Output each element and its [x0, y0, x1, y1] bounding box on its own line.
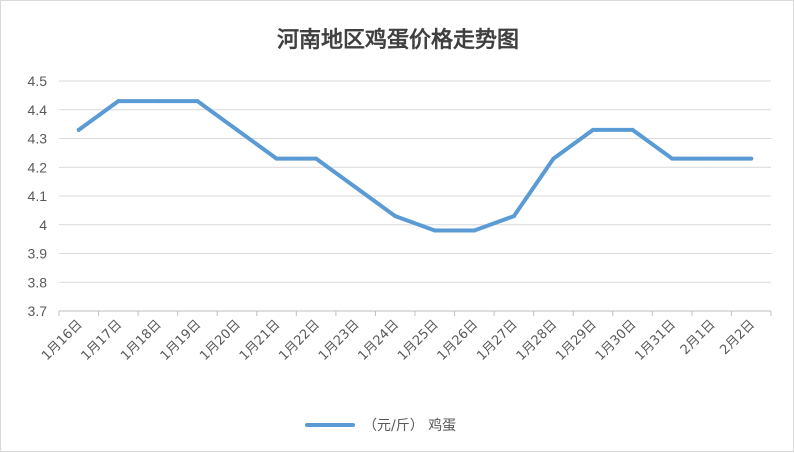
data-point	[155, 99, 160, 104]
y-tick-label: 3.9	[28, 246, 48, 262]
legend-label: （元/斤） 鸡蛋	[363, 417, 456, 434]
x-tick-label: 1月19日	[158, 317, 205, 364]
data-point	[591, 127, 595, 132]
data-point	[630, 127, 635, 132]
x-tick-label: 2月1日	[678, 317, 719, 358]
data-point	[116, 99, 121, 104]
y-tick-label: 4.4	[28, 102, 48, 118]
x-tick-label: 1月16日	[39, 317, 86, 364]
y-tick-label: 4.5	[28, 73, 48, 89]
y-tick-label: 4.2	[28, 159, 48, 175]
y-tick-label: 4	[39, 217, 47, 233]
x-tick-label: 1月22日	[276, 317, 323, 364]
series-line	[76, 99, 754, 233]
data-point	[314, 156, 319, 161]
x-tick-label: 1月25日	[395, 317, 442, 364]
data-point	[353, 185, 358, 190]
series-layer	[76, 99, 754, 233]
gridlines	[58, 80, 772, 316]
x-tick-label: 1月30日	[593, 317, 640, 364]
x-tick-label: 1月23日	[316, 317, 363, 364]
data-point	[472, 228, 477, 233]
x-tick-label: 1月24日	[356, 317, 403, 364]
data-point	[670, 156, 675, 161]
data-point	[551, 156, 556, 161]
x-tick-label: 1月17日	[79, 317, 126, 364]
y-tick-label: 4.1	[28, 188, 48, 204]
data-point	[195, 99, 200, 104]
x-tick-label: 1月21日	[237, 317, 284, 364]
data-point	[393, 214, 398, 219]
data-point	[749, 156, 754, 161]
y-tick-label: 4.3	[28, 131, 48, 147]
y-tick-label: 3.7	[28, 303, 48, 319]
legend: （元/斤） 鸡蛋	[305, 417, 456, 434]
x-tick-label: 1月20日	[197, 317, 244, 364]
data-point	[235, 127, 239, 132]
data-point	[709, 156, 714, 161]
y-tick-label: 3.8	[28, 274, 48, 290]
data-point	[76, 127, 81, 132]
x-tick-label: 1月26日	[435, 317, 482, 364]
x-axis-ticks: 1月16日1月17日1月18日1月19日1月20日1月21日1月22日1月23日…	[39, 317, 758, 364]
data-point	[511, 214, 516, 219]
chart-title: 河南地区鸡蛋价格走势图	[277, 27, 519, 53]
x-tick-label: 1月31日	[632, 317, 679, 364]
y-axis-ticks: 4.5 4.4 4.3 4.2 4.1 4 3.9 3.8 3.7	[28, 73, 48, 319]
x-tick-label: 2月2日	[717, 317, 758, 358]
data-point	[432, 228, 437, 233]
x-tick-label: 1月29日	[553, 317, 600, 364]
x-tick-label: 1月27日	[474, 317, 521, 364]
x-tick-label: 1月28日	[514, 317, 561, 364]
data-point	[274, 156, 279, 161]
x-tick-label: 1月18日	[118, 317, 165, 364]
